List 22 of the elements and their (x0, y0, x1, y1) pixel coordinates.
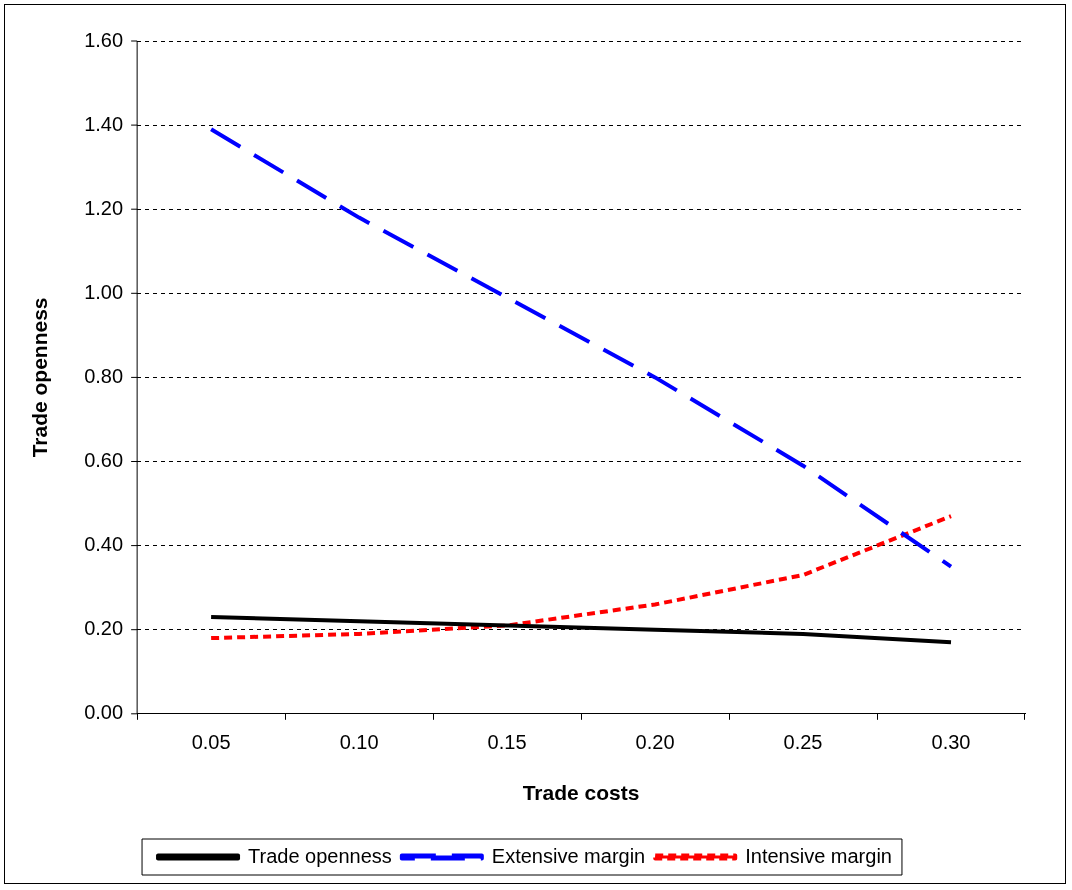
x-tick-label: 0.10 (339, 731, 379, 754)
y-axis-title: Trade openness (28, 297, 52, 458)
x-tick-label: 0.20 (635, 731, 675, 754)
y-tick-label: 1.00 (84, 280, 124, 303)
y-tick-label: 1.40 (84, 112, 124, 135)
y-tick-label: 1.20 (84, 196, 124, 219)
legend-label: Intensive margin (745, 844, 892, 867)
y-tick-label: 0.60 (84, 449, 124, 472)
legend-label: Trade openness (248, 844, 392, 867)
y-tick-label: 0.40 (84, 533, 124, 556)
x-tick-label: 0.25 (783, 731, 823, 754)
x-tick-label: 0.30 (931, 731, 971, 754)
y-tick-label: 0.80 (84, 364, 124, 387)
x-tick-label: 0.05 (191, 731, 231, 754)
legend-label: Extensive margin (491, 844, 646, 867)
x-tick-label: 0.15 (487, 731, 527, 754)
line-series (209, 127, 954, 569)
line-series (209, 514, 954, 641)
x-axis-title: Trade costs (522, 781, 640, 805)
y-tick-label: 1.60 (84, 28, 124, 51)
y-tick-label: 0.20 (84, 617, 124, 640)
y-tick-label: 0.00 (84, 701, 124, 724)
